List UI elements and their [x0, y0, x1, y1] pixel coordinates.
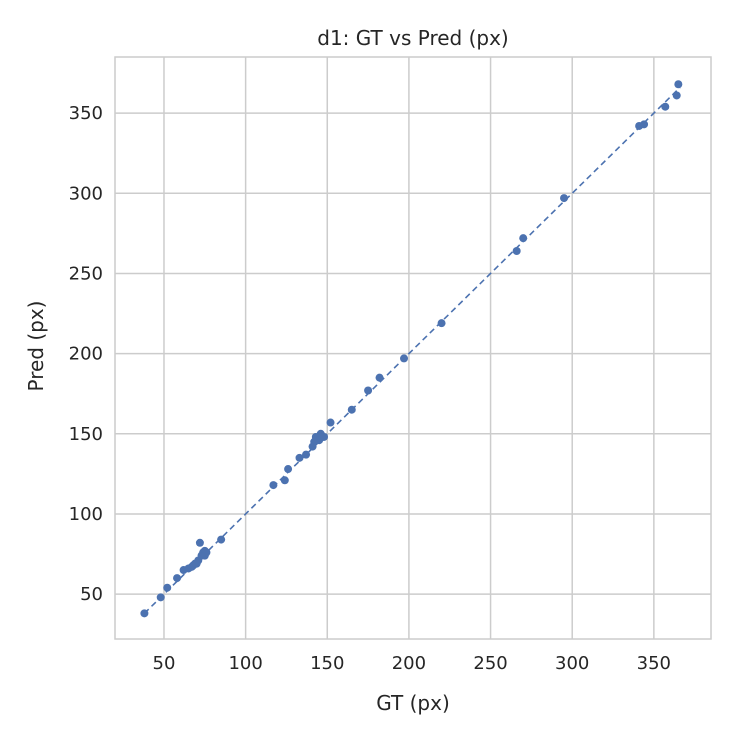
data-point [364, 386, 373, 395]
x-axis-label: GT (px) [376, 691, 450, 715]
reference-line [143, 86, 681, 614]
x-tick-label: 350 [637, 653, 671, 674]
data-point [375, 373, 384, 382]
data-point [661, 102, 670, 111]
x-tick-labels: 50 100 150 200 250 300 350 [153, 653, 671, 674]
data-point [512, 247, 521, 255]
y-tick-label: 200 [69, 344, 103, 365]
y-tick-labels: 50 100 150 200 250 300 350 [69, 103, 103, 605]
data-point [295, 453, 304, 462]
data-point [400, 354, 409, 363]
data-point [672, 91, 681, 100]
data-point [347, 405, 356, 414]
reference-line-group [143, 86, 681, 614]
x-tick-label: 50 [153, 653, 176, 674]
grid [115, 57, 711, 639]
y-tick-label: 150 [69, 424, 103, 445]
data-point [320, 432, 329, 441]
data-point [280, 476, 289, 485]
x-tick-label: 300 [555, 653, 589, 674]
data-point [437, 319, 446, 328]
data-point [173, 574, 182, 583]
y-tick-label: 300 [69, 183, 103, 204]
y-tick-label: 250 [69, 263, 103, 284]
data-point [217, 535, 226, 544]
data-point [163, 583, 172, 592]
data-point [284, 465, 293, 474]
data-point [519, 234, 528, 243]
x-tick-label: 150 [310, 653, 344, 674]
chart-title: d1: GT vs Pred (px) [317, 26, 508, 50]
data-point [269, 481, 278, 490]
data-point [202, 548, 211, 557]
data-point [140, 609, 149, 618]
data-point [560, 194, 569, 203]
plot-frame [114, 56, 712, 640]
x-tick-label: 200 [392, 653, 426, 674]
y-axis-label: Pred (px) [24, 301, 48, 392]
points-group [140, 80, 683, 618]
data-point [302, 450, 311, 459]
y-tick-label: 350 [69, 103, 103, 124]
data-point [195, 538, 204, 547]
x-tick-label: 100 [228, 653, 262, 674]
data-point [156, 593, 165, 602]
data-point [326, 418, 335, 427]
data-point [640, 120, 649, 129]
y-tick-label: 100 [69, 504, 103, 525]
y-tick-label: 50 [80, 584, 103, 605]
data-point [674, 80, 683, 89]
x-tick-label: 250 [473, 653, 507, 674]
